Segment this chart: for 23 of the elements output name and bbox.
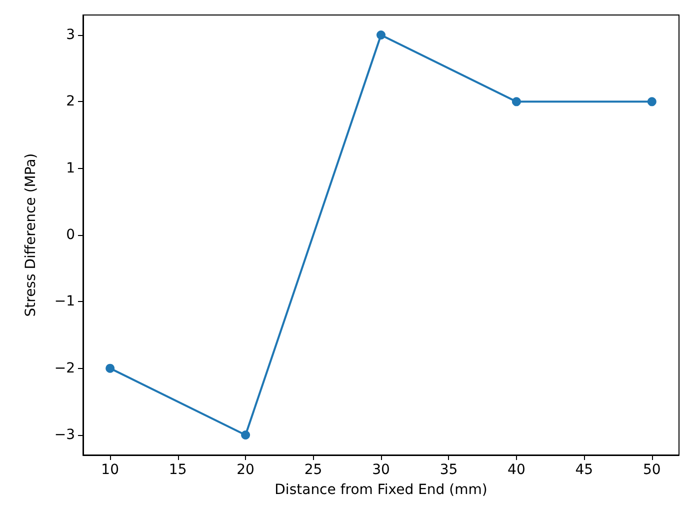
x-tick-label: 30: [372, 462, 390, 478]
y-tick-label: 1: [66, 160, 75, 176]
x-tick-label: 40: [508, 462, 526, 478]
x-tick-label: 25: [304, 462, 322, 478]
point: [376, 30, 386, 40]
point: [647, 97, 656, 106]
x-tick-label: 50: [642, 462, 661, 478]
point: [106, 364, 115, 373]
point: [512, 97, 521, 106]
y-tick-label: 3: [66, 27, 75, 43]
y-tick-label: 2: [66, 94, 75, 110]
x-tick-label: 10: [101, 462, 120, 478]
y-axis-title: Stress Difference (MPa): [23, 153, 39, 317]
x-tick-label: 20: [236, 462, 254, 478]
y-tick-label: 0: [66, 227, 75, 243]
x-axis-title: Distance from Fixed End (mm): [274, 482, 488, 498]
x-tick-label: 45: [575, 462, 594, 478]
y-tick-label: −2: [54, 360, 75, 376]
x-tick-label: 35: [440, 462, 458, 478]
point: [241, 430, 250, 440]
y-tick-label: −1: [54, 294, 75, 310]
y-tick-label: −3: [54, 427, 75, 443]
x-tick-label: 15: [168, 462, 187, 478]
